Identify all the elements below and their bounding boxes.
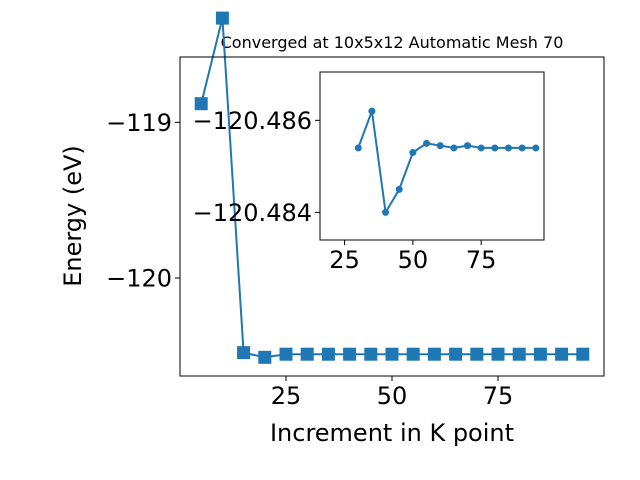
inset-data-point xyxy=(491,144,499,152)
main-marks xyxy=(194,11,590,364)
main-data-point xyxy=(512,347,526,361)
main-data-point xyxy=(364,347,378,361)
main-chart: Converged at 10x5x12 Automatic Mesh 70 2… xyxy=(59,11,605,447)
main-data-point xyxy=(237,346,251,360)
inset-data-point xyxy=(450,144,458,152)
inset-data-point xyxy=(464,142,472,150)
main-x-tick-label: 50 xyxy=(377,382,408,410)
main-data-point xyxy=(576,347,590,361)
inset-x-tick-label: 75 xyxy=(466,246,497,274)
main-x-ticks: 25 50 75 xyxy=(271,376,514,410)
main-data-point xyxy=(194,97,208,111)
inset-data-point xyxy=(409,149,417,157)
main-data-point xyxy=(258,350,272,364)
inset-data-point xyxy=(504,144,512,152)
main-data-point xyxy=(215,11,229,25)
inset-x-tick-label: 25 xyxy=(329,246,360,274)
inset-data-point xyxy=(532,144,540,152)
inset-x-ticks: 25 50 75 xyxy=(329,240,496,274)
y-axis-label: Energy (eV) xyxy=(59,145,87,287)
inset-data-point xyxy=(354,144,362,152)
main-data-point xyxy=(385,347,399,361)
chart-title: Converged at 10x5x12 Automatic Mesh 70 xyxy=(221,33,564,52)
main-data-point xyxy=(533,347,547,361)
inset-y-ticks: −120.486 −120.484 xyxy=(193,107,320,227)
inset-data-point xyxy=(477,144,485,152)
inset-data-point xyxy=(368,107,376,115)
main-x-tick-label: 75 xyxy=(483,382,514,410)
main-y-tick-label: −120 xyxy=(106,265,172,293)
main-data-point xyxy=(321,347,335,361)
inset-axes-frame xyxy=(319,71,545,241)
main-data-point xyxy=(491,347,505,361)
main-data-point xyxy=(470,347,484,361)
main-data-point xyxy=(343,347,357,361)
inset-data-point xyxy=(518,144,526,152)
main-data-point xyxy=(279,347,293,361)
main-data-point xyxy=(427,347,441,361)
inset-data-point xyxy=(395,185,403,193)
inset-data-point xyxy=(382,208,390,216)
inset-y-tick-label: −120.486 xyxy=(193,107,312,135)
main-x-tick-label: 25 xyxy=(271,382,302,410)
main-data-point xyxy=(300,347,314,361)
main-data-point xyxy=(449,347,463,361)
main-y-ticks: −120 −119 xyxy=(106,109,180,293)
inset-marks xyxy=(354,107,540,216)
inset-data-point xyxy=(423,139,431,147)
inset-y-tick-label: −120.484 xyxy=(193,199,312,227)
inset-x-tick-label: 50 xyxy=(398,246,429,274)
inset-background xyxy=(320,72,544,240)
x-axis-label: Increment in K point xyxy=(270,419,514,447)
inset-chart: 25 50 75 −120.486 −120.484 xyxy=(193,71,545,274)
main-data-point xyxy=(406,347,420,361)
main-y-tick-label: −119 xyxy=(106,109,172,137)
inset-data-point xyxy=(436,142,444,150)
main-data-point xyxy=(555,347,569,361)
